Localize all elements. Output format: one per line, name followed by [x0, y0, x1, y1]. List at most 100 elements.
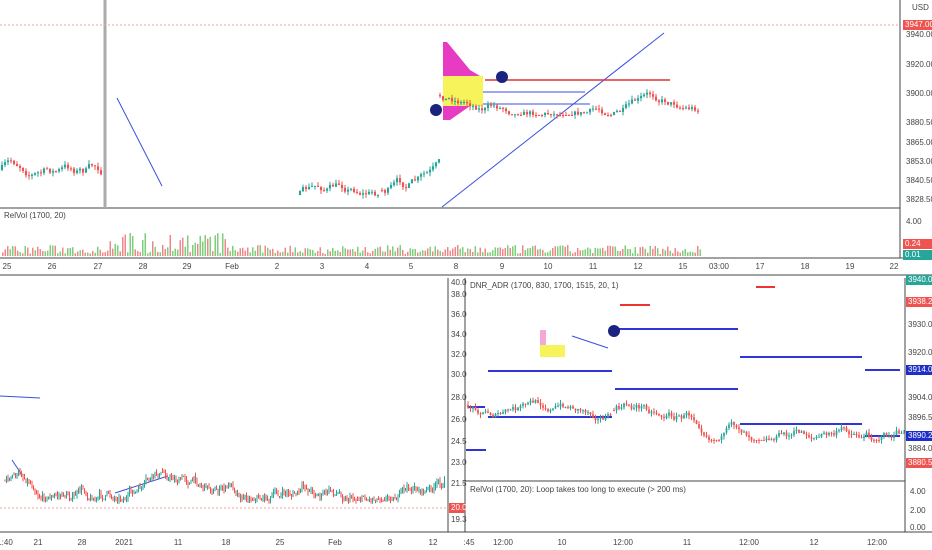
volume-bar: [482, 252, 484, 256]
candle-body: [215, 489, 218, 491]
time-label: 4: [365, 262, 370, 271]
candle-body: [38, 496, 41, 498]
candle-body: [18, 166, 22, 168]
time-label: 25: [276, 538, 285, 547]
volume-bar: [252, 247, 254, 256]
candle-body: [534, 115, 538, 116]
volume-bar: [329, 251, 331, 256]
volume-bar: [567, 245, 569, 256]
candle-body: [182, 475, 185, 477]
candle-body: [848, 431, 850, 435]
candle-body: [152, 474, 155, 476]
candle-body: [223, 487, 225, 490]
volume-bar: [24, 245, 26, 256]
candle-body: [31, 483, 33, 487]
candle-body: [277, 492, 279, 497]
volume-bar: [639, 247, 641, 256]
volume-bar: [119, 251, 121, 256]
candle-body: [322, 491, 324, 495]
candle-body: [29, 483, 32, 485]
candle-body: [319, 494, 321, 498]
candle-body: [334, 183, 338, 187]
candle-body: [283, 490, 285, 494]
candle-body: [328, 184, 332, 189]
candle-body: [591, 108, 595, 110]
candle-body: [33, 173, 37, 175]
indicator-label: 0.00: [910, 523, 926, 532]
candle-body: [835, 431, 838, 436]
candle-body: [883, 433, 885, 437]
candle-body: [663, 416, 665, 419]
candle-body: [373, 499, 375, 501]
candle-body: [376, 194, 380, 196]
candle-body: [698, 423, 700, 429]
volume-bar: [454, 247, 456, 256]
time-label: 8: [454, 262, 459, 271]
volume-bar: [377, 247, 379, 256]
candle-body: [788, 435, 790, 437]
candle-body: [45, 168, 49, 170]
volume-bar: [657, 248, 659, 256]
candle-body: [334, 494, 336, 496]
candle-body: [63, 164, 67, 168]
candle-body: [293, 492, 296, 494]
price-label: 3840.50: [906, 176, 932, 185]
candle-body: [236, 492, 239, 495]
candle-body: [743, 431, 745, 433]
candle-body: [57, 169, 61, 172]
volume-bar: [472, 251, 474, 256]
candle-body: [30, 174, 34, 176]
candle-body: [675, 416, 678, 420]
candle-body: [700, 428, 703, 433]
candle-body: [173, 478, 176, 481]
candle-body: [898, 430, 900, 434]
price-label: 26.0: [451, 415, 467, 424]
candle-body: [895, 430, 898, 435]
candle-body: [104, 495, 107, 499]
volume-bar: [692, 251, 694, 256]
volume-bar: [142, 239, 144, 256]
candle-body: [407, 183, 411, 188]
candle-body: [0, 165, 4, 170]
volume-bar: [82, 249, 84, 256]
volume-bar: [187, 235, 189, 256]
candle-body: [8, 479, 11, 481]
candle-body: [274, 490, 276, 493]
volume-bar: [659, 253, 661, 256]
candle-body: [80, 487, 83, 491]
candle-body: [434, 484, 437, 487]
volume-bar: [167, 247, 169, 256]
price-tag-text: 3947.00: [905, 20, 932, 29]
candle-body: [585, 112, 589, 114]
candle-body: [256, 496, 258, 499]
candle-body: [439, 480, 441, 485]
candle-body: [424, 491, 426, 493]
candle-body: [115, 497, 117, 500]
candle-body: [419, 489, 422, 494]
time-label: 27: [94, 262, 103, 271]
volume-bar: [527, 248, 529, 256]
time-label: 12:00: [867, 538, 888, 547]
candle-body: [151, 474, 153, 479]
candle-body: [480, 108, 484, 111]
candle-body: [60, 167, 64, 170]
candle-body: [217, 489, 219, 494]
volume-bar: [359, 252, 361, 256]
volume-bar: [159, 252, 161, 256]
volume-bar: [284, 247, 286, 256]
time-label: 28: [139, 262, 148, 271]
candle-body: [669, 102, 673, 105]
volume-bar: [172, 250, 174, 256]
candle-body: [379, 499, 381, 501]
volume-bar: [57, 253, 59, 256]
candle-body: [903, 432, 905, 434]
candle-body: [549, 409, 552, 412]
volume-bar: [544, 252, 546, 256]
candle-body: [663, 99, 667, 102]
candle-body: [247, 498, 249, 500]
volume-bar: [39, 249, 41, 256]
candle-body: [519, 115, 523, 116]
volume-bar: [407, 251, 409, 256]
candle-body: [873, 439, 875, 441]
price-tag: [906, 275, 932, 285]
